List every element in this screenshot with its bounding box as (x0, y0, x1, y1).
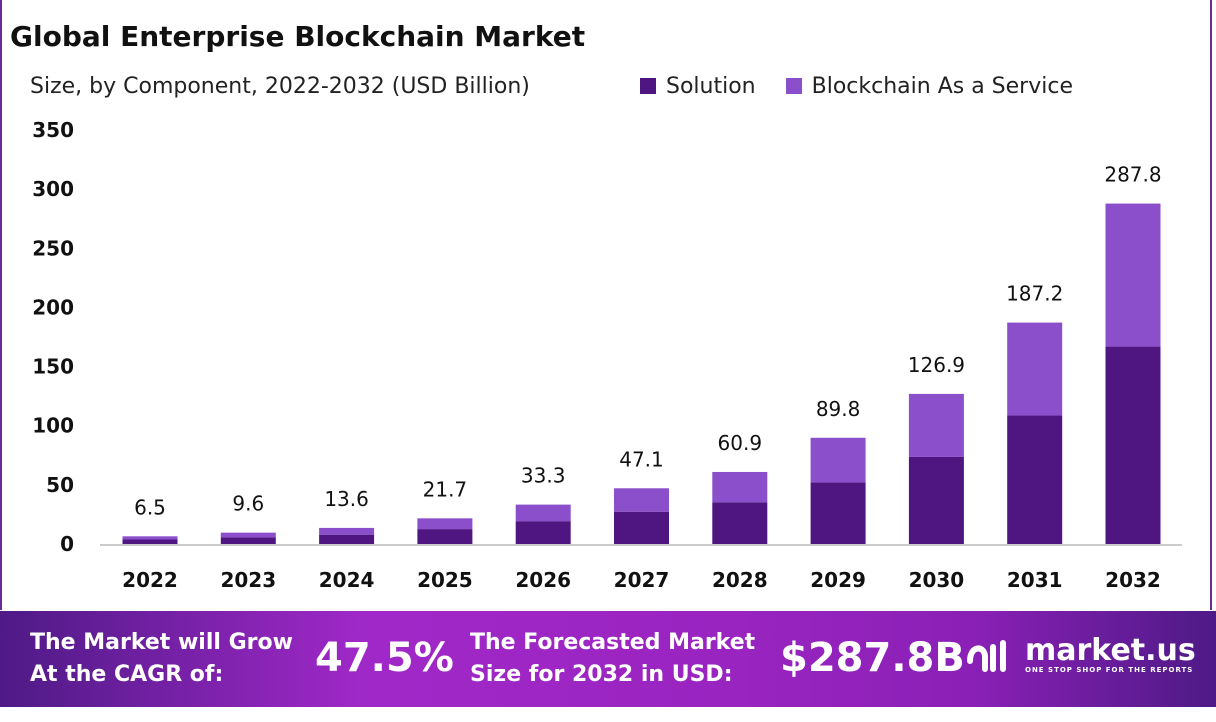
bar-segment (515, 521, 571, 544)
cagr-label-line: The Market will Grow (30, 630, 293, 655)
y-tick-label: 50 (46, 473, 74, 497)
logo-tagline: ONE STOP SHOP FOR THE REPORTS (1025, 666, 1194, 674)
bar-segment (908, 393, 964, 457)
forecast-label-line: The Forecasted Market (470, 630, 756, 655)
x-tick-label: 2030 (909, 568, 965, 592)
legend-label: Blockchain As a Service (811, 74, 1073, 99)
bar-segment (220, 537, 276, 544)
bar-segment (712, 502, 768, 544)
x-tick-label: 2031 (1007, 568, 1063, 592)
chart-title: Global Enterprise Blockchain Market (10, 20, 586, 53)
bar-segment (417, 518, 473, 530)
chart-subtitle: Size, by Component, 2022-2032 (USD Billi… (30, 74, 530, 99)
bar-segment (319, 534, 375, 544)
bar-segment (417, 529, 473, 544)
bar-segment (515, 504, 571, 522)
bar-segment (1105, 203, 1161, 347)
x-tick-label: 2028 (712, 568, 768, 592)
bar-segment (1007, 322, 1063, 416)
data-label: 60.9 (718, 431, 763, 455)
bar-segment (122, 536, 178, 540)
cagr-label: The Market will Grow At the CAGR of: (30, 627, 293, 691)
bar-segment (319, 527, 375, 535)
bar-segment (122, 539, 178, 544)
forecast-label: The Forecasted Market Size for 2032 in US… (470, 627, 755, 691)
bar-segment (810, 482, 866, 544)
data-label: 187.2 (1006, 282, 1063, 306)
y-tick-label: 250 (32, 236, 74, 260)
y-tick-label: 200 (32, 295, 74, 319)
x-tick-label: 2024 (319, 568, 375, 592)
data-label: 33.3 (521, 464, 566, 488)
x-tick-label: 2026 (515, 568, 571, 592)
forecast-value: $287.8B (780, 635, 965, 681)
bar-chart: 0 50 100 150 200 250 300 350 6.5 2022 9.6 2023 13.6 2… (32, 118, 1182, 592)
data-label: 21.7 (423, 477, 468, 501)
x-tick-label: 2027 (614, 568, 670, 592)
legend-item-baas: Blockchain As a Service (785, 74, 1073, 99)
x-tick-label: 2025 (417, 568, 473, 592)
bar-segment (1105, 346, 1161, 544)
legend-swatch (640, 78, 656, 94)
x-tick-label: 2032 (1105, 568, 1161, 592)
y-tick-label: 100 (32, 414, 74, 438)
chart-frame (0, 0, 1212, 610)
data-label: 47.1 (619, 447, 664, 471)
legend: Solution Blockchain As a Service (640, 74, 1073, 99)
y-tick-label: 0 (60, 532, 74, 556)
logo-name: market.us (1025, 633, 1196, 668)
market-us-logo: market.us ONE STOP SHOP FOR THE REPORTS (965, 635, 1196, 675)
data-label: 6.5 (134, 495, 166, 519)
bar-segment (908, 456, 964, 544)
bar-segment (1007, 415, 1063, 544)
x-tick-label: 2023 (220, 568, 276, 592)
data-label: 89.8 (816, 397, 861, 421)
cagr-value: 47.5% (315, 635, 454, 681)
bar-segment (712, 471, 768, 503)
y-tick-label: 150 (32, 355, 74, 379)
logo-icon (967, 640, 1006, 672)
y-tick-label: 300 (32, 177, 74, 201)
forecast-label-line: Size for 2032 in USD: (470, 662, 733, 687)
data-label: 287.8 (1104, 163, 1161, 187)
legend-swatch (785, 78, 802, 94)
legend-label: Solution (666, 74, 756, 99)
data-label: 126.9 (908, 353, 965, 377)
bar-segment (810, 437, 866, 483)
bar-segment (220, 532, 276, 538)
bar-segment (614, 511, 669, 544)
x-tick-label: 2022 (122, 568, 178, 592)
data-label: 13.6 (324, 487, 369, 511)
bar-segment (614, 488, 669, 512)
x-tick-label: 2029 (810, 568, 866, 592)
data-label: 9.6 (232, 492, 264, 516)
footer-banner: The Market will Grow At the CAGR of: 47.5… (0, 611, 1216, 707)
cagr-label-line: At the CAGR of: (30, 662, 224, 687)
y-tick-label: 350 (32, 118, 74, 142)
legend-item-solution: Solution (640, 74, 756, 99)
